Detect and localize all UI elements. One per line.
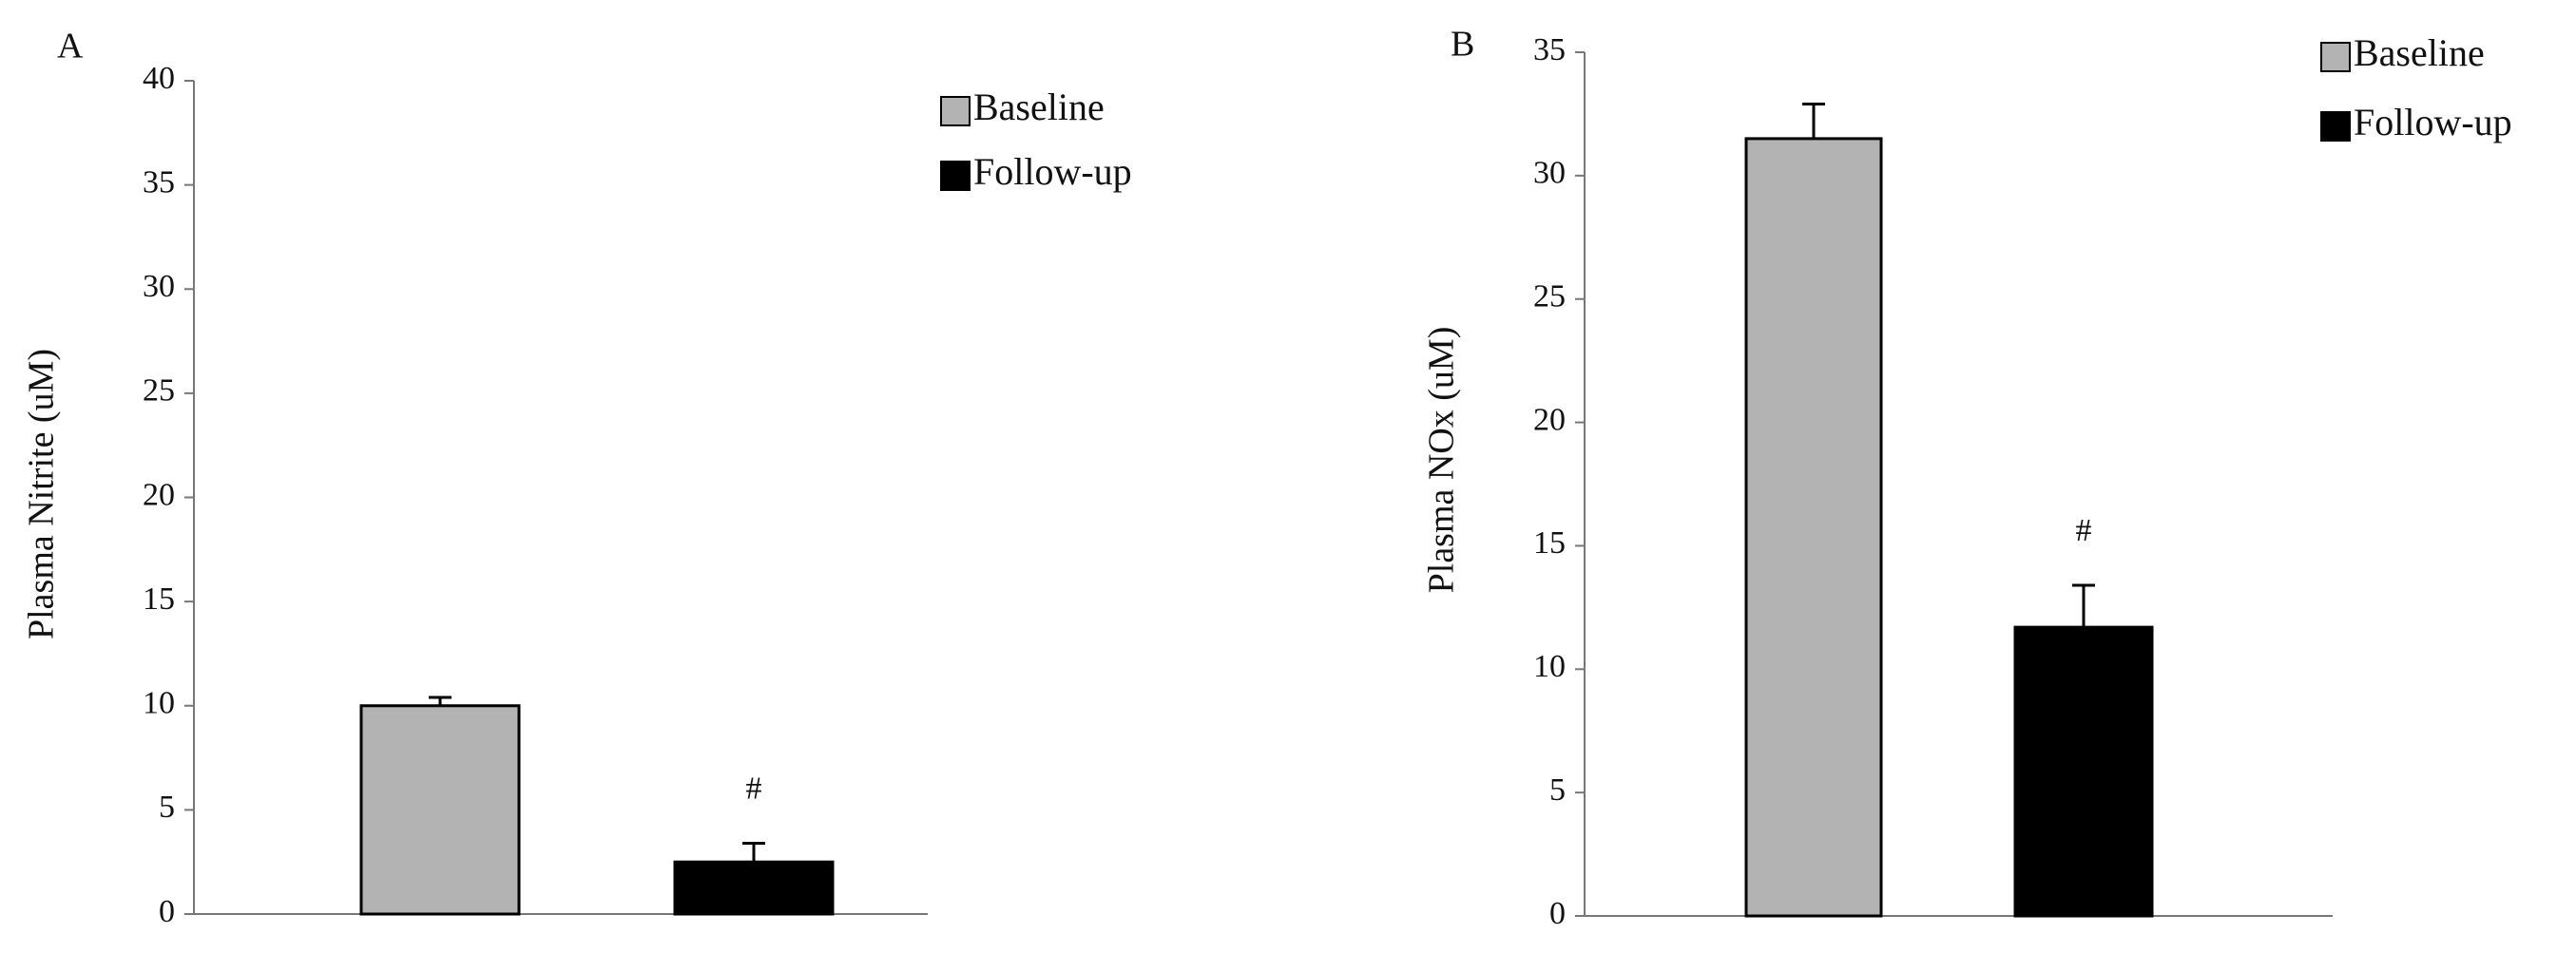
legend-swatch: [2320, 42, 2351, 72]
panel-label: A: [57, 27, 84, 67]
y-tick-label: 30: [143, 269, 175, 304]
panel-label: B: [1451, 25, 1474, 65]
y-tick-label: 0: [159, 894, 175, 929]
legend-label: Follow-up: [973, 150, 1132, 193]
legend-swatch: [940, 96, 971, 126]
legend-label: Baseline: [2354, 31, 2485, 74]
bar: [1744, 137, 1883, 918]
y-tick-label: 15: [143, 581, 175, 617]
legend-label: Follow-up: [2354, 101, 2512, 143]
y-tick-label: 20: [143, 477, 175, 512]
y-tick-label: 10: [1533, 649, 1566, 684]
legend-label: Baseline: [973, 86, 1105, 128]
y-axis-label: Plasma NOx (uM): [1422, 327, 1462, 594]
y-tick-label: 5: [159, 790, 175, 825]
y-tick-label: 20: [1533, 402, 1566, 437]
annotation: #: [2076, 513, 2092, 548]
annotation: #: [746, 771, 762, 806]
y-tick-label: 35: [1533, 32, 1566, 67]
y-tick-label: 25: [1533, 279, 1566, 314]
bar: [2013, 625, 2154, 918]
y-tick-label: 5: [1549, 772, 1566, 808]
legend-swatch: [940, 161, 971, 191]
y-tick-label: 25: [143, 373, 175, 409]
bar: [359, 704, 521, 916]
y-axis-label: Plasma Nitrite (uM): [22, 349, 62, 639]
y-tick-label: 30: [1533, 156, 1566, 191]
y-tick-label: 35: [143, 164, 175, 200]
y-tick-label: 40: [143, 61, 175, 96]
y-tick-label: 10: [143, 686, 175, 721]
bar: [673, 860, 835, 916]
y-tick-label: 15: [1533, 525, 1566, 561]
y-tick-label: 0: [1549, 896, 1566, 931]
legend-swatch: [2320, 111, 2351, 142]
